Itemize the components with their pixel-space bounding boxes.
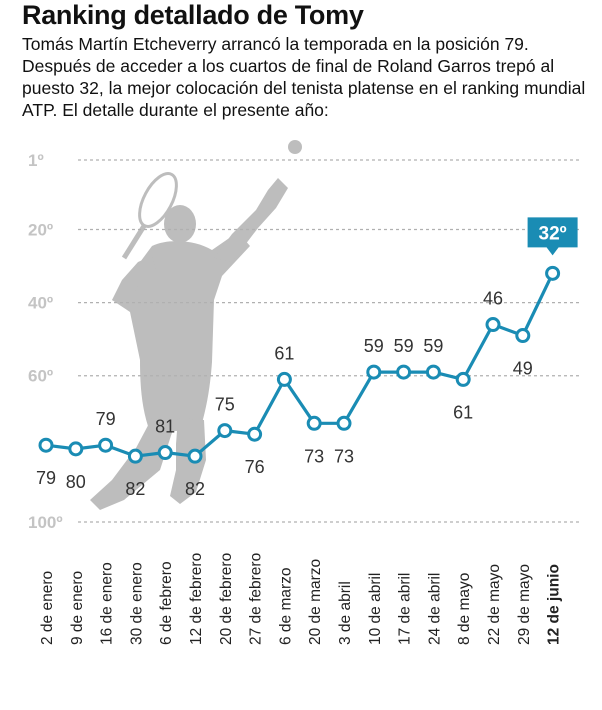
x-tick-label: 22 de mayo: [486, 564, 503, 645]
data-label: 79: [36, 468, 56, 488]
x-tick-label: 3 de abril: [337, 581, 354, 645]
x-tick-label: 12 de junio: [546, 564, 563, 645]
data-label: 59: [364, 336, 384, 356]
data-point: [425, 364, 441, 380]
x-tick-label: 17 de abril: [397, 573, 414, 645]
y-tick-label: 1º: [28, 151, 44, 170]
x-tick-label: 10 de abril: [367, 573, 384, 645]
x-tick-label: 24 de abril: [426, 573, 443, 645]
data-label: 81: [155, 417, 175, 437]
data-label: 79: [96, 409, 116, 429]
intro-text: Tomás Martín Etcheverry arrancó la tempo…: [22, 34, 586, 120]
data-point: [306, 415, 322, 431]
y-tick-label: 20º: [28, 220, 53, 239]
data-point: [68, 441, 84, 457]
x-tick-label: 20 de febrero: [218, 553, 235, 645]
data-label: 82: [185, 479, 205, 499]
page-title: Ranking detallado de Tomy: [22, 0, 364, 30]
data-label: 46: [483, 289, 503, 309]
data-point: [127, 448, 143, 464]
x-tick-label: 29 de mayo: [516, 564, 533, 645]
data-point: [247, 426, 263, 442]
data-label: 82: [125, 479, 145, 499]
callout-label: 32º: [539, 223, 567, 244]
data-label: 75: [215, 395, 235, 415]
data-label: 61: [274, 343, 294, 363]
x-tick-label: 6 de febrero: [158, 561, 175, 645]
y-tick-label: 60º: [28, 367, 53, 386]
tennis-player-silhouette-icon: [90, 140, 302, 510]
x-tick-label: 12 de febrero: [188, 553, 205, 645]
data-label: 59: [423, 336, 443, 356]
data-label: 73: [304, 446, 324, 466]
data-point: [276, 371, 292, 387]
data-label: 80: [66, 472, 86, 492]
data-point: [545, 265, 561, 281]
data-label: 76: [245, 457, 265, 477]
data-label: 49: [513, 359, 533, 379]
data-point: [336, 415, 352, 431]
x-tick-label: 16 de enero: [99, 562, 116, 645]
x-tick-label: 6 de marzo: [277, 567, 294, 645]
data-point: [396, 364, 412, 380]
y-tick-label: 100º: [28, 513, 63, 532]
data-label: 59: [394, 336, 414, 356]
data-label: 61: [453, 402, 473, 422]
data-point: [98, 437, 114, 453]
data-point: [157, 445, 173, 461]
x-tick-label: 9 de enero: [69, 571, 86, 645]
y-tick-label: 40º: [28, 294, 53, 313]
callout-bubble: [527, 217, 578, 256]
data-point: [485, 317, 501, 333]
data-point: [187, 448, 203, 464]
x-tick-label: 30 de enero: [128, 562, 145, 645]
x-tick-label: 27 de febrero: [248, 553, 265, 645]
data-point: [515, 328, 531, 344]
data-point: [217, 423, 233, 439]
x-tick-label: 20 de marzo: [307, 559, 324, 645]
data-label: 73: [334, 446, 354, 466]
x-tick-label: 8 de mayo: [456, 573, 473, 645]
x-tick-label: 2 de enero: [39, 571, 56, 645]
data-point: [455, 371, 471, 387]
data-point: [366, 364, 382, 380]
data-point: [38, 437, 54, 453]
